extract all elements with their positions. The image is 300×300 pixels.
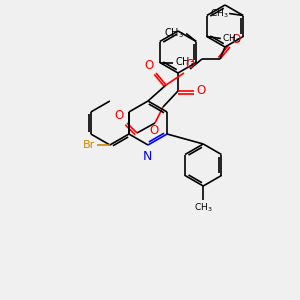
Text: CH$_3$: CH$_3$ (222, 32, 240, 45)
Text: O: O (115, 109, 124, 122)
Text: CH$_3$: CH$_3$ (210, 7, 228, 20)
Text: CH$_3$: CH$_3$ (194, 201, 213, 214)
Text: Br: Br (82, 140, 95, 150)
Text: N: N (142, 150, 152, 163)
Text: CH$_3$: CH$_3$ (164, 27, 184, 40)
Text: O: O (145, 59, 154, 72)
Text: O: O (231, 33, 240, 46)
Text: O: O (149, 124, 159, 137)
Text: O: O (196, 85, 205, 98)
Text: O: O (185, 58, 194, 71)
Text: CH$_3$: CH$_3$ (175, 56, 195, 69)
